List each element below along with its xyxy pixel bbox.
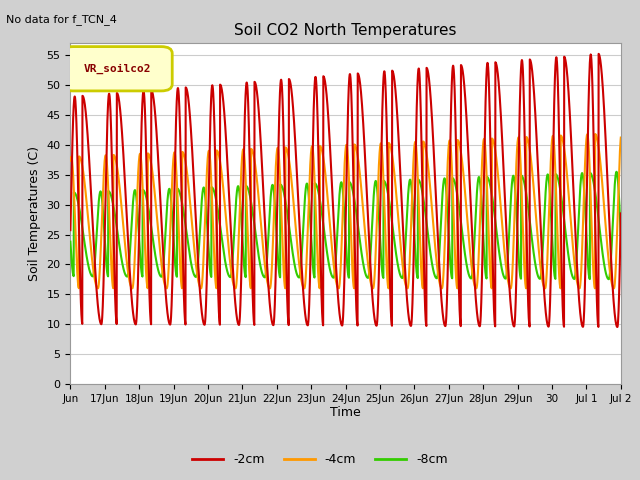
Y-axis label: Soil Temperatures (C): Soil Temperatures (C) [28, 146, 41, 281]
Title: Soil CO2 North Temperatures: Soil CO2 North Temperatures [234, 23, 457, 38]
Text: VR_soilco2: VR_soilco2 [83, 64, 151, 74]
Legend: -2cm, -4cm, -8cm: -2cm, -4cm, -8cm [187, 448, 453, 471]
FancyBboxPatch shape [62, 47, 172, 91]
Text: No data for f_TCN_4: No data for f_TCN_4 [6, 14, 117, 25]
X-axis label: Time: Time [330, 407, 361, 420]
